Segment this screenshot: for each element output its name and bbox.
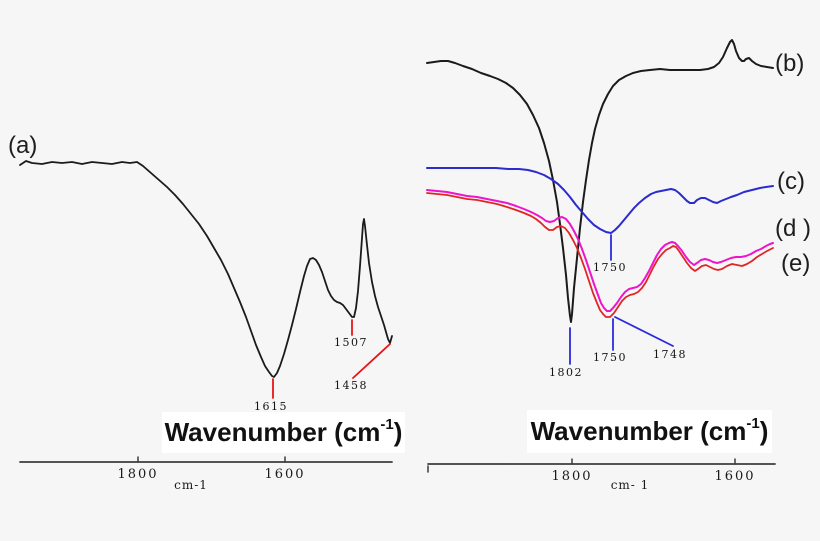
x-tick-label-right-1600: 1600 <box>714 469 756 484</box>
axis-unit-label-right: cm- 1 <box>610 478 650 492</box>
spectrum-curve-e <box>426 192 774 318</box>
x-tick-label-right-1800: 1800 <box>551 469 593 484</box>
peak-label-left-1615: 1615 <box>254 400 288 413</box>
spectrum-curve-a <box>19 160 393 378</box>
curve-label-d: (d ) <box>775 215 811 242</box>
xaxis-title-right: Wavenumber (cm -1) <box>527 410 772 453</box>
xaxis-title-left-close: ) <box>393 417 403 447</box>
xaxis-title-left-superscript: -1 <box>380 416 394 433</box>
xaxis-title-right-close: ) <box>759 416 769 446</box>
peak-marker-line-left-2 <box>352 343 391 379</box>
peak-label-right-1748: 1748 <box>653 348 687 361</box>
spectrum-curve-b <box>426 39 774 323</box>
xaxis-title-left-text: Wavenumber (cm <box>164 417 381 447</box>
curve-label-a: (a) <box>8 132 38 159</box>
xaxis-title-right-text: Wavenumber (cm <box>530 416 747 446</box>
peak-label-right-1750: 1750 <box>593 351 627 364</box>
xaxis-title-left: Wavenumber (cm -1) <box>162 412 405 453</box>
curve-label-e: (e) <box>781 250 811 277</box>
peak-marker-line-right-3 <box>614 316 674 347</box>
curve-label-b: (b) <box>775 50 805 77</box>
peak-label-right-1802: 1802 <box>549 366 583 379</box>
x-tick-label-left-1800: 1800 <box>117 467 159 482</box>
peak-label-left-1507: 1507 <box>334 336 368 349</box>
x-tick-label-left-1600: 1600 <box>264 467 306 482</box>
xaxis-title-right-superscript: -1 <box>746 415 760 432</box>
spectrum-curve-c <box>426 167 774 234</box>
peak-label-left-1458: 1458 <box>334 379 368 392</box>
axis-unit-label-left: cm-1 <box>174 478 208 492</box>
peak-label-right-1750: 1750 <box>593 261 627 274</box>
curve-label-c: (c) <box>777 168 805 195</box>
spectrum-curve-d <box>426 189 774 312</box>
